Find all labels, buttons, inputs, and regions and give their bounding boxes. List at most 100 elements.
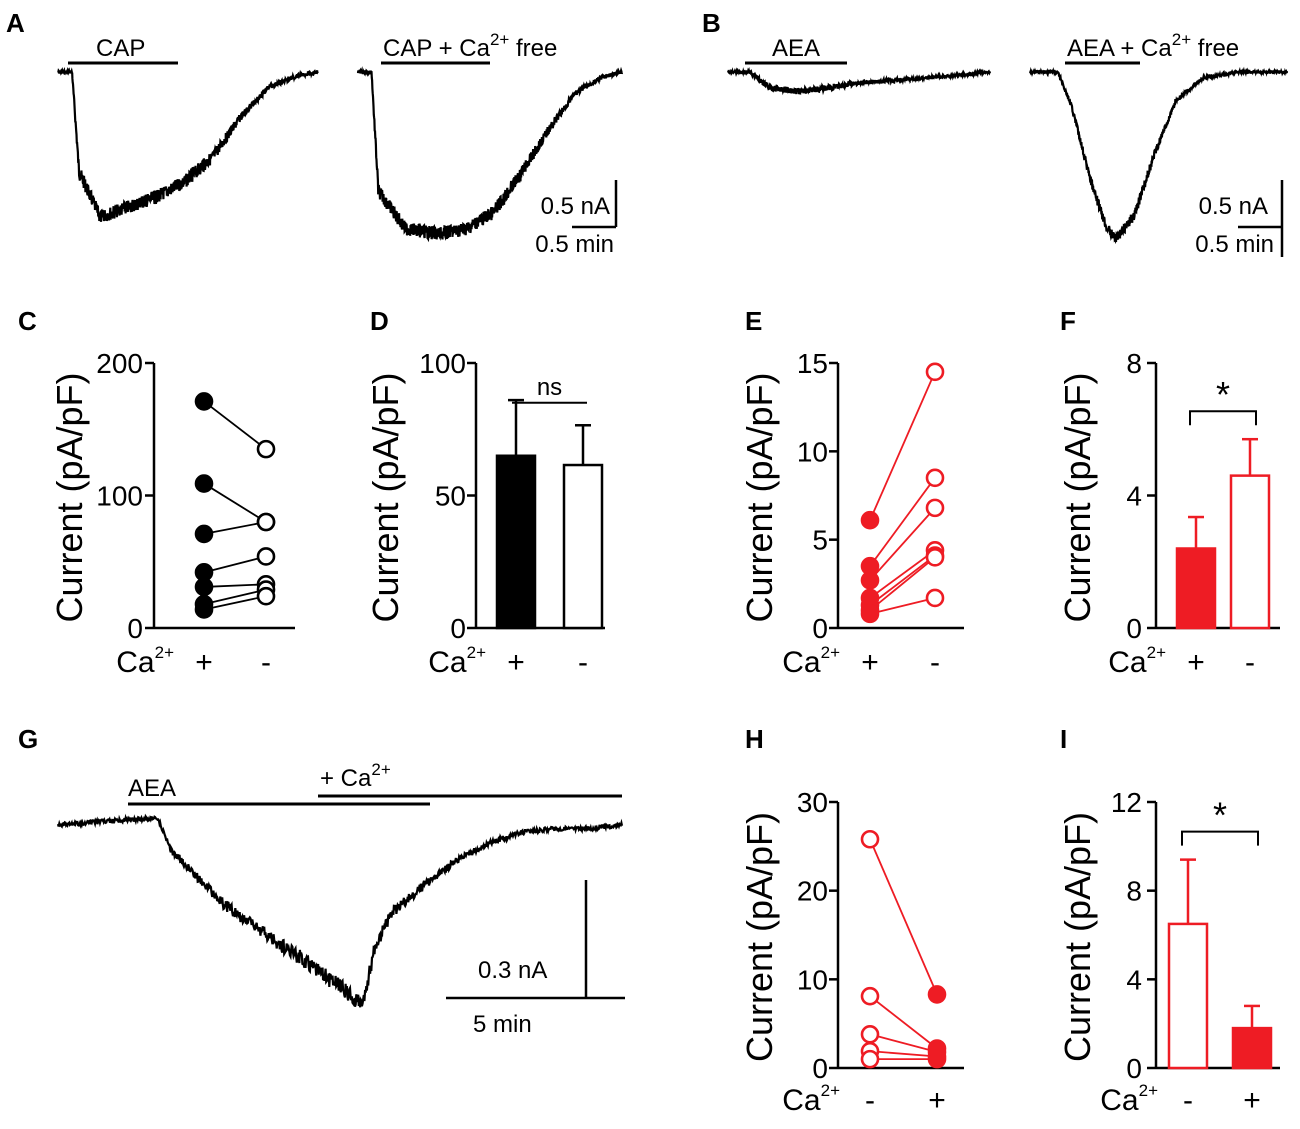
y-tick-label: 200 [96, 348, 143, 379]
trace-title: + Ca2+ [320, 760, 391, 792]
scale-bar-label: 0.5 min [535, 231, 614, 258]
current-trace [1028, 66, 1289, 245]
data-point [256, 439, 276, 459]
category-label: - [930, 646, 940, 679]
significance-bracket [1189, 410, 1257, 426]
category-label: + [928, 1084, 946, 1117]
bar [1167, 922, 1209, 1070]
category-label: - [261, 646, 271, 679]
pair-line [203, 521, 267, 535]
y-tick-label: 0 [812, 1053, 828, 1084]
data-point [925, 548, 945, 567]
pair-line [869, 1050, 938, 1058]
category-prefix-label: Ca2+ [782, 1081, 840, 1117]
y-tick-label: 12 [1111, 787, 1142, 818]
data-point [860, 510, 880, 530]
pair-line [869, 477, 936, 567]
data-point [927, 985, 947, 1004]
panel-i: 0 4 8 12 Current (pA/pF)Ca2+ - + * [1057, 787, 1280, 1117]
trace-title: CAP [96, 35, 145, 62]
category-label: + [1187, 646, 1205, 679]
data-point [925, 588, 945, 608]
data-point [194, 474, 214, 493]
category-prefix-label: Ca2+ [116, 643, 174, 679]
data-point [925, 362, 945, 382]
data-point [194, 524, 214, 544]
y-tick-label: 10 [797, 964, 828, 995]
y-tick-label: 0 [1126, 613, 1142, 644]
panel-b: AEA AEA + Ca2+ free 0.5 nA 0.5 min [726, 30, 1289, 258]
trace-title: AEA [128, 775, 176, 802]
scale-bar-label: 0.3 nA [478, 957, 547, 984]
scale-bar-label: 5 min [473, 1011, 532, 1038]
category-prefix-label: Ca2+ [782, 643, 840, 679]
data-point [194, 600, 214, 619]
bar [1231, 1026, 1273, 1070]
trace-title: AEA [772, 35, 820, 62]
data-point [256, 547, 276, 566]
y-tick-label: 50 [435, 481, 466, 512]
current-trace [56, 813, 624, 1008]
data-point [194, 577, 214, 597]
significance-label: * [1216, 374, 1230, 415]
category-label: + [861, 646, 879, 679]
category-label: - [865, 1084, 875, 1117]
panel-label: E [745, 306, 762, 336]
significance-label: * [1213, 795, 1227, 836]
pair-line [869, 549, 936, 599]
pair-line [203, 583, 267, 588]
data-point [860, 570, 880, 590]
panel-h: 0 10 20 30 Current (pA/pF)Ca2+ - + [739, 787, 964, 1117]
bar [562, 463, 604, 630]
panel-label: C [18, 306, 37, 336]
current-trace [57, 66, 319, 222]
bar [495, 454, 537, 630]
panel-label: G [18, 724, 38, 754]
panel-f: 0 4 8 Current (pA/pF) Ca2+ + - * [1057, 348, 1280, 679]
data-point [256, 512, 276, 532]
y-axis-label: Current (pA/pF) [1057, 812, 1098, 1062]
y-tick-label: 5 [812, 525, 828, 556]
category-prefix-label: Ca2+ [428, 643, 486, 679]
panel-d: 0 50 100 Current (pA/pF) Ca2+ + - ns [365, 348, 605, 679]
y-tick-label: 0 [450, 613, 466, 644]
category-label: + [1243, 1084, 1261, 1117]
pair-line [869, 838, 938, 995]
y-tick-label: 8 [1126, 348, 1142, 379]
y-axis-label: Current (pA/pF) [739, 372, 780, 622]
pair-line [203, 400, 267, 450]
pair-line [203, 588, 267, 606]
y-tick-label: 10 [797, 436, 828, 467]
panel-e: 0 5 10 15 Current (pA/pF)Ca2+ + - [739, 348, 964, 679]
current-trace [726, 66, 992, 96]
category-label: + [507, 646, 525, 679]
data-point [860, 986, 880, 1006]
y-tick-label: 100 [419, 348, 466, 379]
significance-bracket [1181, 830, 1259, 846]
y-tick-label: 0 [127, 613, 143, 644]
category-label: + [195, 646, 213, 679]
y-tick-label: 15 [797, 348, 828, 379]
scale-bar-label: 0.5 nA [541, 193, 610, 220]
significance-label: ns [537, 374, 562, 401]
panel-label: A [6, 8, 25, 38]
scale-bar-label: 0.5 nA [1199, 193, 1268, 220]
data-point [925, 498, 945, 518]
current-trace [356, 66, 624, 243]
trace-title: CAP + Ca2+ free [383, 30, 557, 62]
category-prefix-label: Ca2+ [1100, 1081, 1158, 1117]
bar [1175, 547, 1217, 630]
panel-label: I [1060, 724, 1067, 754]
y-axis-label: Current (pA/pF) [739, 812, 780, 1062]
data-point [194, 392, 214, 411]
pair-line [869, 597, 936, 615]
pair-line [203, 595, 267, 611]
y-tick-label: 0 [1126, 1053, 1142, 1084]
y-axis-label: Current (pA/pF) [1057, 372, 1098, 622]
trace-title: AEA + Ca2+ free [1067, 30, 1239, 62]
category-label: - [578, 646, 588, 679]
data-point [860, 1025, 880, 1044]
